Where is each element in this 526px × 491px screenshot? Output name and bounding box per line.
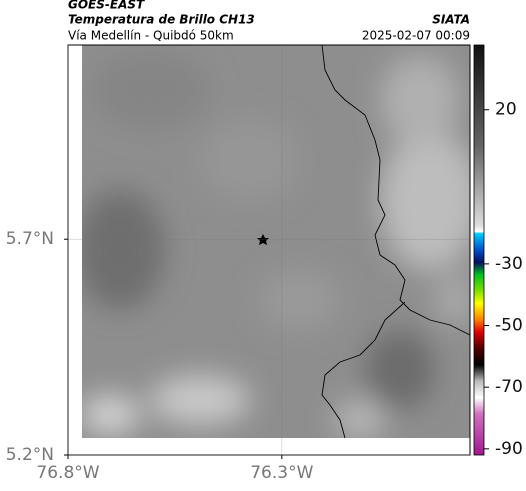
satellite-image: [82, 45, 470, 438]
source: SIATA: [432, 13, 470, 27]
colorbar-tick-label: -70: [495, 377, 523, 397]
y-tick-label: 5.7°N: [6, 229, 54, 249]
colorbar: [473, 44, 485, 456]
location-marker: [257, 234, 269, 245]
y-tick-label: 5.2°N: [6, 445, 54, 465]
colorbar-tick-label: -50: [495, 316, 523, 336]
colorbar-tick-label: -30: [495, 254, 523, 274]
x-tick-label: 76.3°W: [250, 463, 313, 483]
title: Temperatura de Brillo CH13: [68, 13, 255, 27]
product: GOES-EAST: [68, 0, 145, 12]
subtitle: Vía Medellín - Quibdó 50km: [68, 29, 234, 43]
timestamp: 2025-02-07 00:09: [362, 29, 470, 43]
x-tick-label: 76.8°W: [36, 463, 99, 483]
colorbar-tick-label: 20: [495, 100, 517, 120]
border: [321, 301, 406, 439]
colorbar-tick-label: -90: [495, 439, 523, 459]
border: [321, 44, 471, 336]
